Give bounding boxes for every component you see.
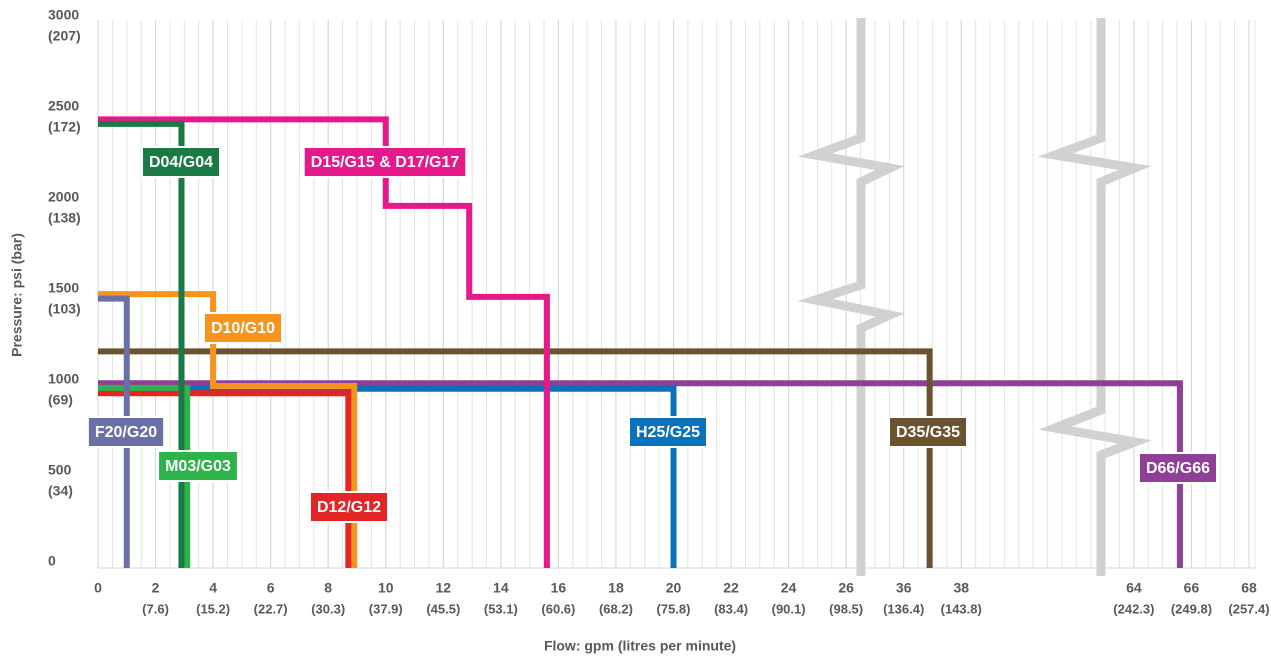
series-label: M03/G03 xyxy=(165,458,231,475)
y-tick-sublabel: (207) xyxy=(48,28,81,44)
series-label-box xyxy=(627,416,709,448)
x-tick-label: 14 xyxy=(493,580,509,596)
y-tick-label: 1000 xyxy=(48,371,79,387)
series-label-box xyxy=(86,416,166,448)
y-axis-title: Pressure: psi (bar) xyxy=(9,233,25,357)
x-tick-label: 22 xyxy=(723,580,739,596)
series-label: D12/G12 xyxy=(317,499,381,516)
x-tick-label: 18 xyxy=(608,580,624,596)
y-tick-label: 0 xyxy=(48,553,56,569)
x-tick-sublabel: (53.1) xyxy=(484,601,518,616)
y-tick-sublabel: (34) xyxy=(48,483,73,499)
x-tick-label: 38 xyxy=(953,580,969,596)
x-tick-label: 24 xyxy=(781,580,797,596)
series-label-box xyxy=(302,146,468,178)
series-label-box xyxy=(308,491,390,523)
x-tick-label: 68 xyxy=(1241,580,1257,596)
axis-break xyxy=(1037,18,1152,576)
x-tick-sublabel: (37.9) xyxy=(369,601,403,616)
x-tick-sublabel: (90.1) xyxy=(772,601,806,616)
series-line xyxy=(98,120,185,568)
x-tick-sublabel: (7.6) xyxy=(142,601,169,616)
x-tick-label: 10 xyxy=(378,580,394,596)
x-tick-label: 8 xyxy=(324,580,332,596)
series-line xyxy=(98,116,550,568)
y-tick-label: 2500 xyxy=(48,98,79,114)
x-tick-label: 66 xyxy=(1184,580,1200,596)
series-label: D15/G15 & D17/G17 xyxy=(311,154,460,171)
y-tick-label: 3000 xyxy=(48,7,79,23)
x-tick-label: 4 xyxy=(209,580,217,596)
x-tick-label: 6 xyxy=(267,580,275,596)
series-line xyxy=(98,348,933,568)
x-tick-label: 12 xyxy=(436,580,452,596)
y-tick-label: 1500 xyxy=(48,280,79,296)
x-tick-label: 20 xyxy=(666,580,682,596)
axis-break xyxy=(797,18,905,576)
y-tick-sublabel: (103) xyxy=(48,301,81,317)
series-label-box xyxy=(1137,452,1219,484)
x-tick-sublabel: (22.7) xyxy=(254,601,288,616)
x-tick-sublabel: (15.2) xyxy=(196,601,230,616)
y-tick-label: 500 xyxy=(48,462,72,478)
series-label-box xyxy=(202,312,284,344)
series-label-box xyxy=(887,416,969,448)
y-tick-sublabel: (138) xyxy=(48,210,81,226)
x-tick-sublabel: (257.4) xyxy=(1228,601,1269,616)
x-tick-sublabel: (83.4) xyxy=(714,601,748,616)
series-label: D04/G04 xyxy=(149,154,213,171)
x-tick-sublabel: (136.4) xyxy=(883,601,924,616)
series-label: D66/G66 xyxy=(1146,460,1210,477)
x-tick-sublabel: (30.3) xyxy=(311,601,345,616)
series-label-box xyxy=(157,450,239,482)
x-tick-sublabel: (60.6) xyxy=(541,601,575,616)
x-tick-sublabel: (242.3) xyxy=(1113,601,1154,616)
x-tick-label: 26 xyxy=(838,580,854,596)
x-tick-label: 64 xyxy=(1126,580,1142,596)
y-tick-label: 2000 xyxy=(48,189,79,205)
x-tick-sublabel: (249.8) xyxy=(1171,601,1212,616)
x-tick-sublabel: (75.8) xyxy=(657,601,691,616)
x-tick-sublabel: (143.8) xyxy=(941,601,982,616)
series-label: H25/G25 xyxy=(636,424,700,441)
series-label-box xyxy=(140,146,222,178)
x-tick-label: 16 xyxy=(551,580,567,596)
x-tick-sublabel: (68.2) xyxy=(599,601,633,616)
series-line xyxy=(98,291,358,568)
x-tick-sublabel: (98.5) xyxy=(829,601,863,616)
x-tick-sublabel: (45.5) xyxy=(426,601,460,616)
x-tick-label: 36 xyxy=(896,580,912,596)
y-tick-sublabel: (172) xyxy=(48,119,81,135)
x-tick-label: 0 xyxy=(94,580,102,596)
series-line xyxy=(98,380,1183,568)
y-tick-sublabel: (69) xyxy=(48,392,73,408)
x-axis-title: Flow: gpm (litres per minute) xyxy=(544,638,736,654)
series-label: D10/G10 xyxy=(211,320,275,337)
series-label: D35/G35 xyxy=(896,424,960,441)
series-label: F20/G20 xyxy=(95,424,157,441)
series-line xyxy=(98,295,130,568)
x-tick-label: 2 xyxy=(152,580,160,596)
